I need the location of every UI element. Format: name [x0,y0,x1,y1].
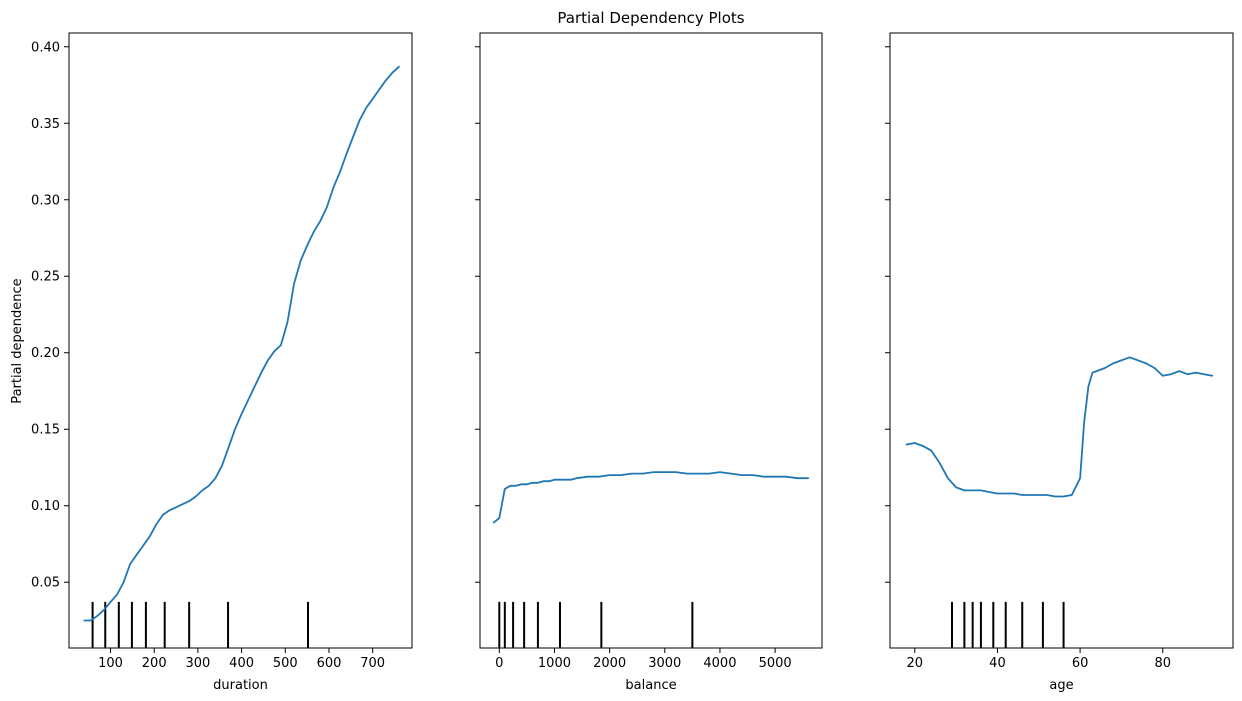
y-axis-label: Partial dependence [10,278,25,403]
panel-duration: 0.05 0.10 0.15 0.20 0.25 0.30 0.35 0.40 100 200 30… [31,32,413,693]
axes-frame [68,32,413,649]
x-tick-label: 200 [142,656,167,671]
y-tick-label: 0.15 [31,423,60,438]
pd-line-balance [492,471,810,524]
x-tick-label: 3000 [648,656,681,671]
x-tick-label: 2000 [593,656,626,671]
axes-frame [479,32,823,649]
x-tick-label: 400 [229,656,254,671]
y-tick-label: 0.35 [31,117,60,132]
y-tick-label: 0.10 [31,499,60,514]
pd-line-duration [83,65,400,622]
axes-frame [889,32,1234,649]
panel-age: 20 40 60 80 age [885,32,1234,693]
x-tick-label: 500 [273,656,298,671]
x-axis-label: age [1049,678,1073,693]
x-axis-label: balance [625,678,676,693]
x-tick-label: 300 [185,656,210,671]
panel-balance: 0 1000 2000 3000 4000 5000 balance [475,32,823,693]
y-tick-label: 0.30 [31,193,60,208]
chart-title: Partial Dependency Plots [557,9,744,27]
x-tick-label: 0 [495,656,503,671]
x-tick-label: 40 [989,656,1006,671]
x-tick-label: 60 [1072,656,1089,671]
x-tick-label: 5000 [759,656,792,671]
x-tick-label: 20 [907,656,924,671]
x-tick-label: 600 [317,656,342,671]
y-tick-label: 0.20 [31,346,60,361]
x-tick-label: 100 [98,656,123,671]
x-axis-label: duration [213,678,268,693]
y-tick-label: 0.05 [31,576,60,591]
pd-line-age [905,356,1214,498]
y-tick-label: 0.25 [31,270,60,285]
x-tick-label: 80 [1154,656,1171,671]
y-tick-label: 0.40 [31,40,60,55]
x-tick-label: 4000 [703,656,736,671]
x-tick-label: 1000 [538,656,571,671]
x-tick-label: 700 [360,656,385,671]
